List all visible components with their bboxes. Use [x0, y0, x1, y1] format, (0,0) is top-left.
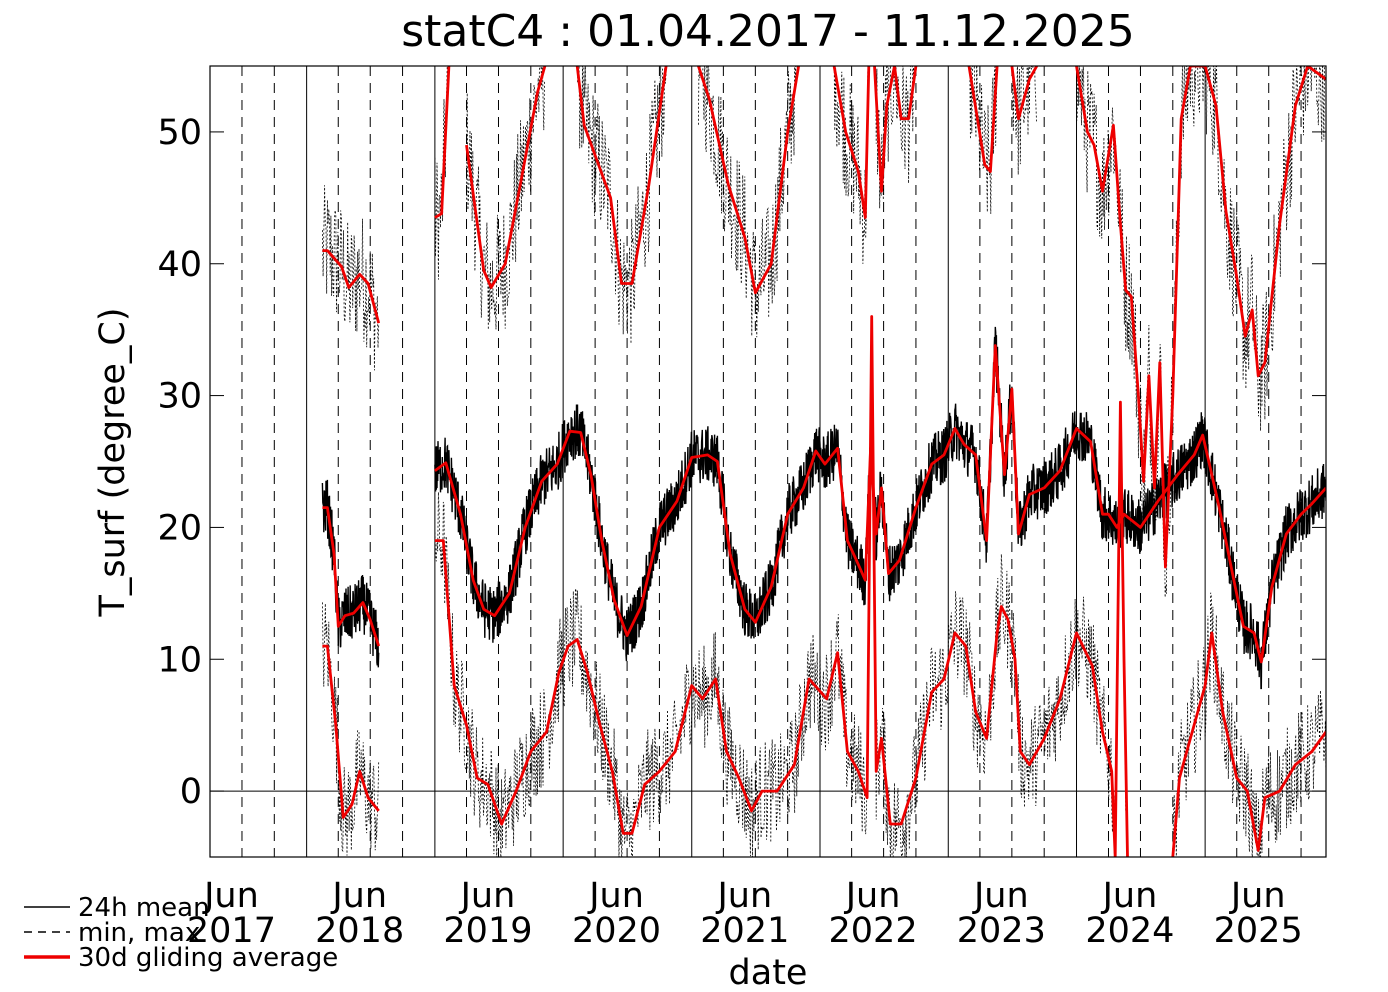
x-tick-year: 2021: [700, 911, 789, 951]
mean-24h-trace: [321, 326, 1326, 690]
series-min_gliding: [434, 315, 1129, 857]
x-axis-ticks: Jun2017Jun2018Jun2019Jun2020Jun2021Jun20…: [187, 876, 1303, 951]
series-min_gliding: [1171, 631, 1326, 857]
min-raw-trace: [322, 340, 1326, 857]
series-max_gliding: [575, 66, 668, 285]
series-mean_gliding: [434, 344, 1326, 664]
x-tick-month: Jun: [715, 876, 772, 916]
x-tick-month: Jun: [330, 876, 387, 916]
series-max_gliding: [873, 66, 918, 193]
series-max_gliding: [322, 249, 381, 324]
x-tick-month: Jun: [587, 876, 644, 916]
gliding-average-series: [322, 66, 1326, 857]
series-max_gliding: [967, 66, 999, 173]
x-tick-month: Jun: [972, 876, 1029, 916]
x-tick-year: 2018: [315, 911, 404, 951]
y-tick-label: 50: [157, 113, 202, 153]
y-tick-label: 20: [157, 508, 202, 548]
x-tick-year: 2023: [957, 911, 1046, 951]
x-tick-month: Jun: [844, 876, 901, 916]
legend-label-24h-mean: 24h mean: [78, 893, 210, 923]
series-max_gliding: [1075, 66, 1326, 569]
x-tick-year: 2022: [829, 911, 918, 951]
series-max_gliding: [434, 66, 451, 219]
y-axis-label: T_surf (degree_C): [93, 307, 133, 617]
x-tick-year: 2025: [1214, 911, 1303, 951]
y-axis-ticks: 0 10 20 30 40 50: [157, 113, 1326, 812]
series-max_gliding: [465, 66, 547, 289]
x-tick-month: Jun: [459, 876, 516, 916]
x-tick-year: 2019: [443, 911, 532, 951]
plot-frame: [209, 65, 1327, 858]
x-tick-month: Jun: [1229, 876, 1286, 916]
x-tick-year: 2020: [572, 911, 661, 951]
y-tick-label: 10: [157, 640, 202, 680]
legend-label-min-max: min, max: [78, 918, 200, 948]
series-mean_gliding: [322, 506, 381, 647]
legend-label-gliding-average: 30d gliding average: [78, 943, 338, 973]
x-tick-year: 2024: [1085, 911, 1174, 951]
x-tick-month: Jun: [1101, 876, 1158, 916]
series-min_gliding: [322, 644, 380, 819]
y-tick-label: 40: [157, 245, 202, 285]
chart-title: statC4 : 01.04.2017 - 11.12.2025: [401, 6, 1135, 57]
series-max_gliding: [697, 66, 800, 295]
x-axis-label: date: [729, 953, 808, 992]
series-max_gliding: [1010, 66, 1039, 121]
legend: 24h mean min, max 30d gliding average: [24, 893, 338, 973]
y-tick-label: 0: [180, 772, 202, 812]
x-tick-month: Jun: [202, 876, 259, 916]
series-max_gliding: [832, 66, 871, 219]
x-tick-year: 2017: [187, 911, 276, 951]
y-tick-label: 30: [157, 377, 202, 417]
